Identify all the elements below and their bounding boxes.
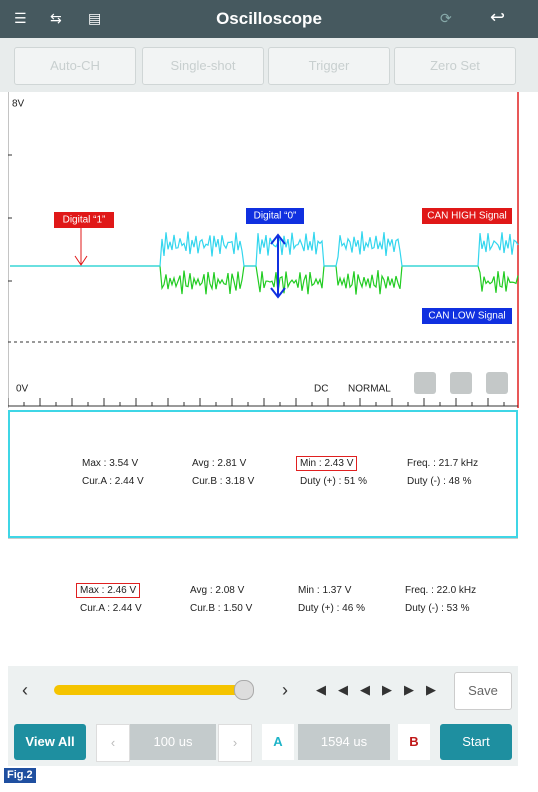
single-shot-button[interactable]: Single-shot — [142, 47, 264, 85]
measurement: Cur.B : 1.50 V — [190, 603, 253, 614]
start-button[interactable]: Start — [440, 724, 512, 760]
channel-b-panel: Max : 2.46 V Avg : 2.08 V Min : 1.37 V Freq… — [8, 538, 518, 663]
cursor-time: 1594 us — [298, 724, 390, 760]
prev-button[interactable]: ‹ — [22, 680, 28, 700]
can-high-wave — [10, 231, 519, 267]
annotation-box — [422, 308, 512, 324]
time-increase[interactable]: › — [218, 724, 252, 762]
app-title: Oscilloscope — [216, 9, 322, 28]
coupling-label: DC — [314, 384, 328, 395]
zoom-button[interactable] — [414, 372, 436, 394]
cursor-b-button[interactable]: B — [398, 724, 430, 760]
measurement: Cur.A : 2.44 V — [80, 603, 142, 614]
cursor-a-button[interactable]: A — [262, 724, 294, 760]
playback-icons[interactable]: ◀◀◀▶▶▶ — [316, 682, 448, 697]
measurement: Cur.A : 2.44 V — [82, 476, 144, 487]
measurement: Freq. : 22.0 kHz — [405, 585, 477, 596]
time-div: 100 us — [130, 724, 216, 760]
slider-track[interactable] — [54, 685, 244, 695]
arrow-head — [74, 255, 88, 266]
mode-label: NORMAL — [348, 384, 391, 395]
scope-display: 8V 0V DC NORMAL Digital “1” Digital “0” … — [8, 92, 520, 410]
top-voltage-label: 8V — [12, 99, 25, 110]
annotation-box — [422, 208, 512, 224]
measurement: Min : 2.43 V — [296, 456, 358, 471]
digital-0-label: Digital “0” — [254, 211, 297, 222]
slider-thumb[interactable] — [234, 680, 254, 700]
figure-label: Fig.2 — [4, 768, 36, 783]
can-low-label: CAN LOW Signal — [428, 311, 505, 322]
measurement: Min : 1.37 V — [298, 585, 352, 596]
annotation-box — [54, 212, 114, 228]
channel-a-panel: Max : 3.54 V Avg : 2.81 V Min : 2.43 V Freq… — [8, 410, 518, 538]
measurement: Freq. : 21.7 kHz — [407, 458, 479, 469]
fullscreen-button[interactable] — [486, 372, 508, 394]
trigger-button[interactable]: Trigger — [268, 47, 390, 85]
measurement: Duty (-) : 53 % — [405, 603, 470, 614]
signal-icon[interactable]: ⇆ — [50, 10, 62, 26]
zero-set-button[interactable]: Zero Set — [394, 47, 516, 85]
time-decrease[interactable]: ‹ — [96, 724, 130, 762]
digital-1-label: Digital “1” — [63, 215, 106, 226]
measurement: Max : 3.54 V — [82, 458, 139, 469]
arrow-heads — [270, 233, 286, 299]
view-all-button[interactable]: View All — [14, 724, 86, 760]
back-icon[interactable]: ↩ — [490, 7, 506, 27]
top-bar — [0, 0, 538, 38]
scope-bg — [8, 92, 520, 410]
annotation-box — [246, 208, 304, 224]
bottom-voltage-label: 0V — [16, 384, 29, 395]
settings-icon[interactable]: ☰ — [14, 10, 27, 26]
next-button[interactable]: › — [282, 680, 288, 700]
auto-ch-button[interactable]: Auto-CH — [14, 47, 136, 85]
save-button[interactable]: Save — [454, 672, 512, 710]
measurement: Avg : 2.81 V — [192, 458, 247, 469]
measurement: Avg : 2.08 V — [190, 585, 245, 596]
measurement: Duty (-) : 48 % — [407, 476, 472, 487]
scale-button[interactable] — [450, 372, 472, 394]
measurement: Max : 2.46 V — [76, 583, 141, 598]
measurement: Duty (+) : 46 % — [298, 603, 365, 614]
ruler — [8, 154, 505, 406]
measurement: Duty (+) : 51 % — [300, 476, 367, 487]
can-high-label: CAN HIGH Signal — [427, 211, 506, 222]
measurement: Cur.B : 3.18 V — [192, 476, 255, 487]
waveforms — [10, 231, 519, 295]
refresh-icon[interactable]: ⟳ — [440, 10, 452, 26]
file-icon[interactable]: ▤ — [88, 10, 102, 26]
